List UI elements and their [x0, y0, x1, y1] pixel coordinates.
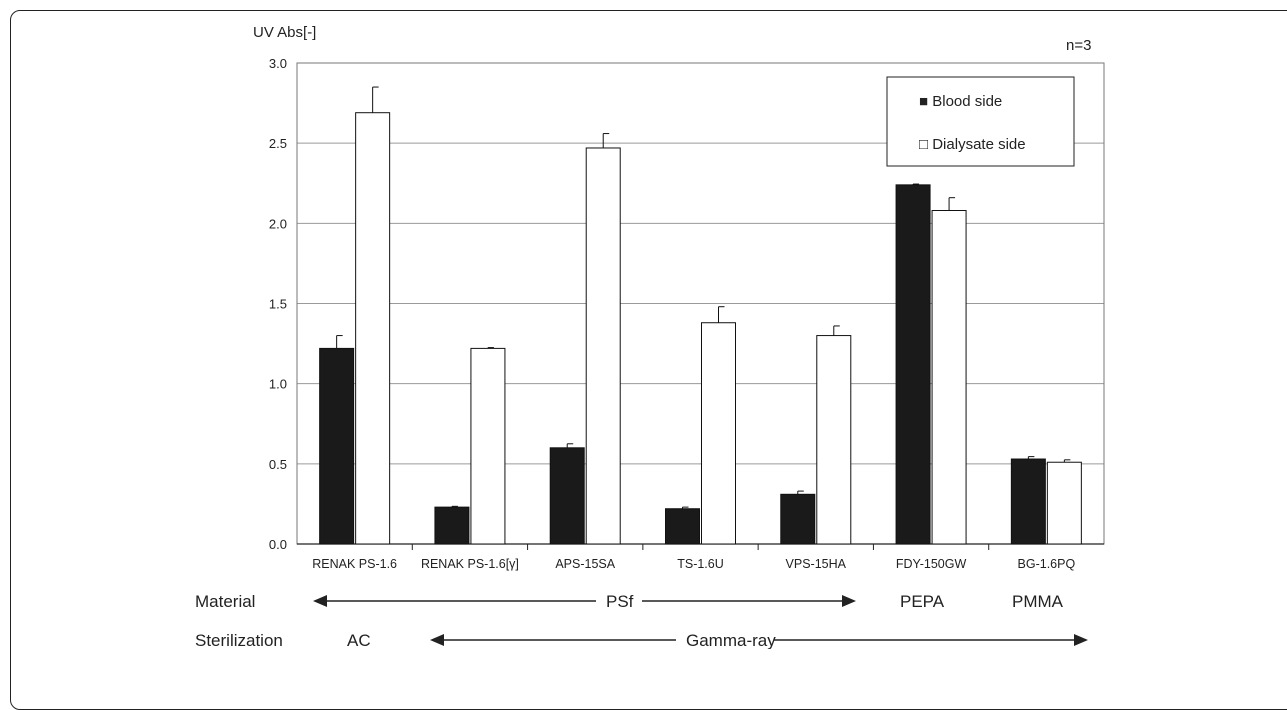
- material-row-label: Material: [195, 592, 255, 611]
- x-tick-label: TS-1.6U: [677, 557, 724, 571]
- x-tick-label: VPS-15HA: [786, 557, 847, 571]
- x-tick-labels: RENAK PS-1.6 RENAK PS-1.6[γ] APS-15SA TS-1.…: [312, 544, 1075, 571]
- bars: [319, 112, 1082, 545]
- sample-size-note: n=3: [1066, 37, 1091, 54]
- grid-lines: [297, 142, 1104, 465]
- bar-dialysate-side: [816, 335, 852, 545]
- bar-blood-side: [549, 447, 585, 545]
- legend: ■ Blood side □ Dialysate side: [886, 76, 1075, 167]
- y-tick-label: 1.0: [269, 377, 287, 392]
- sterilization-row: Sterilization AC Gamma-ray: [195, 631, 1088, 649]
- sterilization-gamma-ray: Gamma-ray: [686, 631, 776, 649]
- bar-blood-side: [1010, 458, 1046, 545]
- material-psf: PSf: [606, 592, 634, 611]
- y-tick-labels: 0.0 0.5 1.0 1.5 2.0 2.5 3.0: [269, 56, 287, 552]
- y-tick-label: 0.5: [269, 457, 287, 472]
- sterilization-ac: AC: [347, 631, 371, 649]
- bar-dialysate-side: [701, 322, 736, 545]
- bar-dialysate-side: [1046, 461, 1082, 545]
- material-pmma: PMMA: [1012, 592, 1064, 611]
- psf-arrowhead-right: [842, 595, 856, 607]
- material-row: Material PSf PEPA PMMA: [195, 592, 1064, 611]
- psf-arrowhead-left: [313, 595, 327, 607]
- x-tick-label: RENAK PS-1.6: [312, 557, 397, 571]
- x-tick-label: APS-15SA: [555, 557, 615, 571]
- y-tick-label: 0.0: [269, 537, 287, 552]
- bar-blood-side: [665, 508, 700, 545]
- x-tick-label: FDY-150GW: [896, 557, 967, 571]
- bar-dialysate-side: [470, 347, 506, 545]
- gamma-arrowhead-right: [1074, 634, 1088, 646]
- bar-dialysate-side: [585, 147, 621, 545]
- y-tick-label: 3.0: [269, 56, 287, 71]
- error-bars: [336, 86, 1071, 509]
- y-axis-label: UV Abs[-]: [253, 24, 316, 41]
- material-pepa: PEPA: [900, 592, 945, 611]
- bar-blood-side: [434, 506, 470, 545]
- x-tick-label: RENAK PS-1.6[γ]: [421, 557, 519, 571]
- x-tick-label: BG-1.6PQ: [1018, 557, 1076, 571]
- bar-chart: 0.00.51.01.52.02.53.0 RENAK PS-1.6 RENAK …: [195, 24, 1105, 649]
- bar-dialysate-side: [355, 112, 391, 545]
- bar-blood-side: [895, 184, 931, 545]
- legend-dialysate-side: □ Dialysate side: [919, 136, 1026, 153]
- sterilization-row-label: Sterilization: [195, 631, 283, 649]
- y-tick-label: 2.5: [269, 136, 287, 151]
- bar-blood-side: [319, 347, 355, 545]
- y-tick-label: 2.0: [269, 216, 287, 231]
- bar-dialysate-side: [931, 210, 967, 545]
- gamma-arrowhead-left: [430, 634, 444, 646]
- plot-border: [296, 62, 1105, 545]
- y-tick-label: 1.5: [269, 297, 287, 312]
- legend-box: [886, 76, 1075, 167]
- bar-blood-side: [780, 493, 816, 545]
- legend-blood-side: ■ Blood side: [919, 93, 1002, 110]
